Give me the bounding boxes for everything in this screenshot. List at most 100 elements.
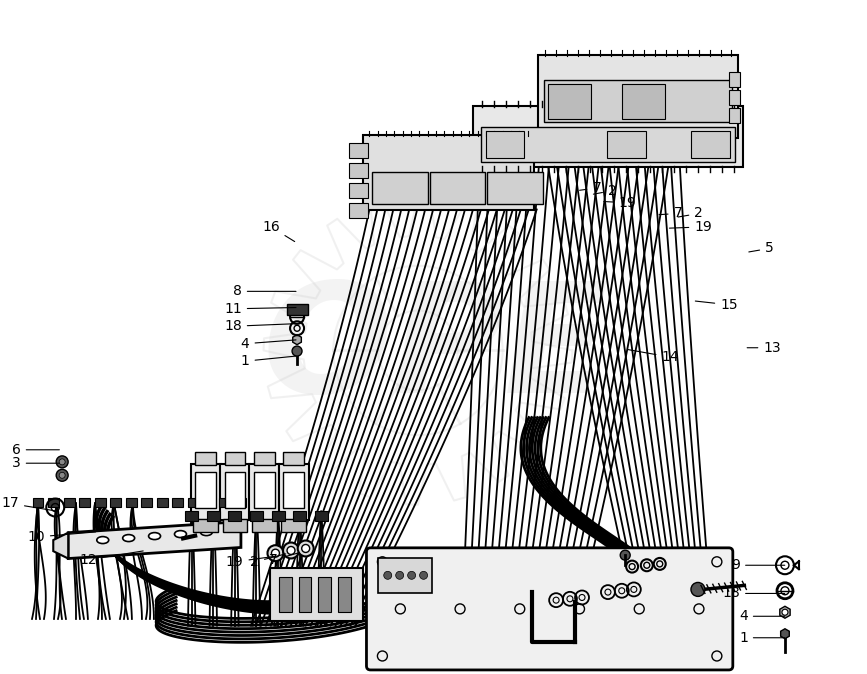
FancyBboxPatch shape — [195, 452, 216, 465]
FancyBboxPatch shape — [349, 143, 368, 158]
Polygon shape — [780, 629, 789, 639]
FancyBboxPatch shape — [372, 172, 427, 204]
Circle shape — [59, 472, 65, 479]
Circle shape — [59, 459, 65, 465]
Text: 1: 1 — [241, 354, 296, 368]
FancyBboxPatch shape — [250, 464, 279, 520]
FancyBboxPatch shape — [293, 511, 306, 521]
Text: 19: 19 — [603, 195, 636, 210]
FancyBboxPatch shape — [349, 183, 368, 198]
FancyBboxPatch shape — [284, 452, 304, 465]
FancyBboxPatch shape — [235, 497, 245, 507]
Text: 2: 2 — [678, 206, 703, 220]
Text: 6: 6 — [12, 443, 59, 457]
FancyBboxPatch shape — [126, 497, 137, 507]
FancyBboxPatch shape — [363, 135, 534, 210]
FancyBboxPatch shape — [193, 519, 218, 532]
Text: 12: 12 — [79, 551, 143, 567]
Ellipse shape — [200, 528, 212, 536]
FancyBboxPatch shape — [278, 577, 291, 612]
FancyBboxPatch shape — [191, 464, 220, 520]
FancyBboxPatch shape — [622, 84, 665, 119]
FancyBboxPatch shape — [729, 90, 740, 105]
Text: 19: 19 — [225, 555, 276, 569]
FancyBboxPatch shape — [95, 497, 106, 507]
FancyBboxPatch shape — [110, 497, 121, 507]
FancyBboxPatch shape — [349, 203, 368, 218]
Text: 1: 1 — [739, 631, 785, 645]
FancyBboxPatch shape — [254, 472, 275, 508]
Circle shape — [56, 456, 68, 468]
FancyBboxPatch shape — [271, 568, 362, 621]
FancyBboxPatch shape — [252, 519, 277, 532]
Text: 17: 17 — [2, 497, 57, 511]
Text: 3: 3 — [12, 456, 59, 470]
FancyBboxPatch shape — [228, 511, 241, 521]
Text: 13: 13 — [747, 341, 781, 355]
FancyBboxPatch shape — [204, 497, 214, 507]
Circle shape — [407, 572, 415, 580]
Ellipse shape — [123, 534, 134, 542]
FancyBboxPatch shape — [195, 472, 216, 508]
Ellipse shape — [148, 532, 160, 540]
FancyBboxPatch shape — [318, 577, 331, 612]
Text: 15: 15 — [695, 298, 738, 312]
Circle shape — [395, 572, 404, 580]
Text: 18: 18 — [224, 319, 296, 333]
Text: 18: 18 — [722, 586, 785, 601]
FancyBboxPatch shape — [173, 497, 183, 507]
FancyBboxPatch shape — [284, 472, 304, 508]
FancyBboxPatch shape — [225, 472, 245, 508]
Polygon shape — [779, 607, 790, 618]
FancyBboxPatch shape — [486, 131, 525, 158]
Text: 4: 4 — [241, 337, 296, 350]
FancyBboxPatch shape — [186, 511, 199, 521]
FancyBboxPatch shape — [729, 108, 740, 123]
FancyBboxPatch shape — [48, 497, 59, 507]
Text: OPE: OPE — [262, 276, 609, 425]
Text: 10: 10 — [27, 530, 95, 544]
Text: 7: 7 — [580, 181, 601, 195]
Text: 2: 2 — [251, 554, 286, 569]
FancyBboxPatch shape — [287, 304, 308, 315]
FancyBboxPatch shape — [481, 127, 735, 162]
Text: 9: 9 — [731, 558, 785, 572]
FancyBboxPatch shape — [544, 80, 733, 122]
FancyBboxPatch shape — [219, 497, 230, 507]
FancyBboxPatch shape — [692, 131, 730, 158]
FancyBboxPatch shape — [281, 519, 306, 532]
FancyBboxPatch shape — [729, 72, 740, 87]
FancyBboxPatch shape — [315, 511, 328, 521]
Circle shape — [782, 609, 788, 615]
Text: 4: 4 — [739, 609, 785, 623]
Circle shape — [420, 572, 427, 580]
Text: 16: 16 — [262, 220, 295, 241]
Text: 5: 5 — [749, 241, 774, 255]
FancyBboxPatch shape — [157, 497, 168, 507]
Circle shape — [268, 545, 284, 561]
FancyBboxPatch shape — [223, 519, 247, 532]
Circle shape — [271, 549, 279, 557]
FancyBboxPatch shape — [225, 452, 245, 465]
FancyBboxPatch shape — [63, 497, 75, 507]
Circle shape — [283, 543, 299, 559]
Polygon shape — [53, 532, 68, 559]
Polygon shape — [293, 335, 302, 344]
Circle shape — [287, 547, 295, 555]
Circle shape — [56, 469, 68, 481]
FancyBboxPatch shape — [298, 577, 311, 612]
Circle shape — [691, 582, 705, 596]
Text: 14: 14 — [628, 350, 679, 364]
Ellipse shape — [97, 537, 108, 543]
FancyBboxPatch shape — [430, 172, 486, 204]
Text: 11: 11 — [224, 302, 296, 316]
Circle shape — [297, 541, 314, 557]
FancyBboxPatch shape — [207, 511, 219, 521]
Text: 2: 2 — [593, 183, 616, 197]
FancyBboxPatch shape — [349, 163, 368, 178]
Circle shape — [384, 572, 392, 580]
FancyBboxPatch shape — [220, 464, 250, 520]
Circle shape — [302, 545, 310, 553]
FancyBboxPatch shape — [487, 172, 544, 204]
FancyBboxPatch shape — [254, 452, 275, 465]
